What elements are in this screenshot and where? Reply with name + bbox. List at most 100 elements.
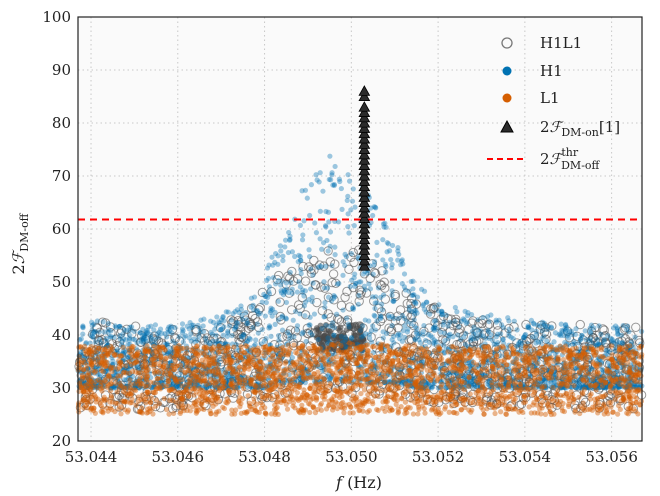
h1l1-point — [424, 323, 434, 333]
h1l1-point — [269, 339, 280, 350]
h1-point — [233, 369, 239, 375]
h1-point — [316, 179, 322, 185]
h1-point — [557, 331, 563, 337]
h1-point — [413, 300, 419, 307]
h1-point — [154, 373, 160, 379]
h1-point — [105, 360, 111, 366]
h1-point — [284, 286, 290, 292]
h1-point — [624, 369, 630, 375]
h1l1-point — [451, 314, 461, 325]
h1-point — [220, 314, 226, 321]
h1l1-point — [199, 399, 209, 409]
h1-point — [147, 360, 154, 366]
h1-point — [525, 349, 531, 355]
h1-point — [183, 333, 189, 339]
h1l1-point — [185, 384, 195, 394]
h1-point — [140, 326, 146, 332]
h1-point — [506, 383, 512, 389]
h1-point — [295, 259, 301, 265]
h1-point — [389, 337, 395, 343]
h1-point — [127, 324, 133, 330]
h1-point — [124, 368, 130, 375]
h1l1-point — [348, 353, 359, 363]
h1-point — [541, 354, 547, 360]
h1-point — [533, 328, 539, 334]
h1-point — [427, 350, 433, 356]
h1-point — [351, 223, 357, 229]
h1l1-point — [253, 383, 263, 393]
h1-point — [149, 360, 155, 366]
h1-point — [532, 347, 539, 354]
h1l1-point — [120, 372, 130, 383]
h1-point — [292, 253, 298, 260]
h1-point — [438, 378, 444, 384]
h1-point — [505, 383, 511, 390]
h1-point — [540, 365, 546, 371]
h1-point — [339, 206, 345, 212]
h1-point — [476, 362, 482, 368]
h1-point — [464, 358, 470, 364]
h1-point — [428, 333, 434, 339]
h1-point — [266, 364, 273, 370]
h1l1-point — [313, 325, 320, 332]
h1-point — [111, 348, 118, 354]
h1-point — [450, 334, 456, 340]
h1-point — [469, 328, 476, 334]
h1-point — [321, 376, 327, 382]
h1-point — [307, 322, 313, 328]
h1-point — [540, 344, 547, 350]
h1-point — [91, 330, 97, 336]
h1-point — [542, 377, 549, 384]
h1-point — [384, 358, 390, 365]
h1-point — [345, 321, 351, 327]
h1-point — [627, 381, 633, 387]
h1-point — [594, 336, 600, 343]
h1l1-point — [438, 321, 448, 332]
h1-point — [627, 376, 633, 382]
h1-point — [90, 352, 97, 358]
h1-point — [531, 364, 537, 370]
h1-point — [388, 378, 394, 384]
h1l1-point — [295, 375, 305, 386]
h1-point — [446, 346, 453, 353]
h1-point — [622, 356, 628, 362]
h1l1-point — [259, 378, 269, 389]
h1l1-point — [146, 363, 156, 374]
h1-point — [204, 371, 210, 377]
h1-point — [157, 381, 163, 387]
h1l1-point — [374, 389, 384, 399]
h1-point — [627, 382, 634, 388]
h1l1-point — [538, 364, 548, 375]
h1-point — [562, 325, 568, 332]
h1-point — [503, 381, 510, 387]
h1-point — [140, 336, 146, 342]
h1-point — [133, 383, 139, 390]
h1l1-point — [119, 359, 129, 369]
h1l1-point — [112, 378, 122, 389]
h1-point — [148, 374, 154, 381]
h1-point — [302, 313, 308, 319]
h1l1-point — [210, 366, 221, 377]
h1-point — [331, 293, 337, 299]
h1-point — [551, 380, 557, 386]
h1-point — [331, 325, 337, 331]
h1l1-point — [401, 365, 412, 375]
h1-point — [272, 321, 278, 327]
h1-point — [340, 360, 346, 366]
h1-point — [435, 385, 441, 391]
h1-point — [635, 385, 641, 391]
h1-point — [280, 292, 287, 298]
h1-point — [219, 326, 225, 332]
h1-point — [536, 384, 542, 390]
h1l1-point — [452, 355, 463, 365]
h1-point — [575, 356, 581, 362]
l1-point — [615, 411, 621, 417]
h1-point — [81, 367, 87, 373]
h1-point — [423, 309, 429, 315]
h1l1-point — [429, 384, 439, 395]
h1-point — [165, 348, 171, 354]
l1-point — [547, 346, 554, 352]
h1-point — [322, 299, 328, 306]
h1-point — [620, 365, 626, 371]
h1l1-point — [540, 322, 550, 332]
